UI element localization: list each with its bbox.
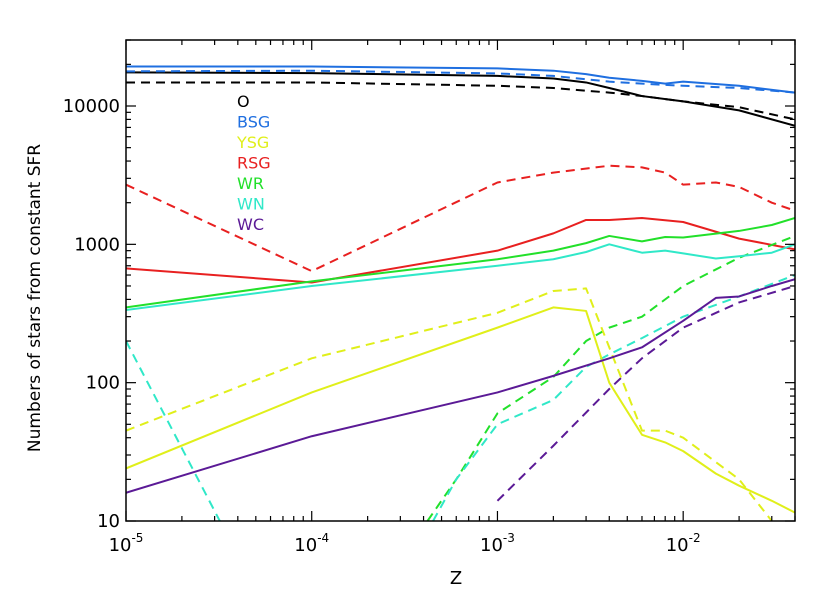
series-line-wr-solid: [126, 217, 795, 309]
series-line-ysg-dashed: [126, 287, 773, 521]
series-line-rsg-dashed: [126, 164, 795, 273]
series-line-wn-solid: [126, 243, 795, 312]
axis-tick-labels: 10-5 10-4 10-3 10-2 10 100 1000 10000: [63, 96, 701, 556]
legend-entry-rsg: RSG: [237, 154, 271, 173]
legend-entry-ysg: YSG: [236, 133, 269, 152]
plot-frame: [125, 39, 796, 522]
series-line-wc-solid: [126, 278, 795, 494]
series-line-bsg-solid: [126, 65, 795, 94]
series-line-o-solid: [126, 71, 795, 127]
axis-ticks: [125, 39, 796, 522]
x-tick-label: 10-4: [294, 531, 329, 556]
legend-entry-wr: WR: [237, 174, 264, 193]
x-tick-label: 10-2: [666, 531, 701, 556]
y-axis-label: Numbers of stars from constant SFR: [25, 144, 45, 452]
series-line-wn-dashed: [126, 340, 221, 521]
series-line-wr-dashed: [426, 235, 795, 521]
y-tick-label: 10000: [63, 96, 120, 117]
plot-frame-rect: [125, 39, 796, 522]
series-line-bsg-dashed: [126, 69, 795, 94]
y-tick-label: 10: [97, 511, 120, 532]
x-tick-label: 10-3: [480, 531, 515, 556]
y-tick-label: 1000: [74, 234, 120, 255]
series-line-ysg-solid: [126, 306, 795, 514]
legend-entry-wn: WN: [237, 195, 265, 214]
x-tick-label: 10-5: [109, 531, 144, 556]
legend-entry-wc: WC: [237, 215, 264, 234]
x-axis-label: Z: [450, 568, 462, 589]
series-line-o-dashed: [126, 81, 795, 121]
series-line-wc-dashed: [496, 285, 795, 502]
legend-entry-bsg: BSG: [237, 113, 270, 132]
plot-lines: [126, 65, 795, 521]
series-line-wn-dashed: [432, 274, 795, 521]
series-line-rsg-solid: [126, 217, 795, 284]
legend-entry-o: O: [237, 92, 250, 111]
y-tick-label: 100: [86, 373, 120, 394]
